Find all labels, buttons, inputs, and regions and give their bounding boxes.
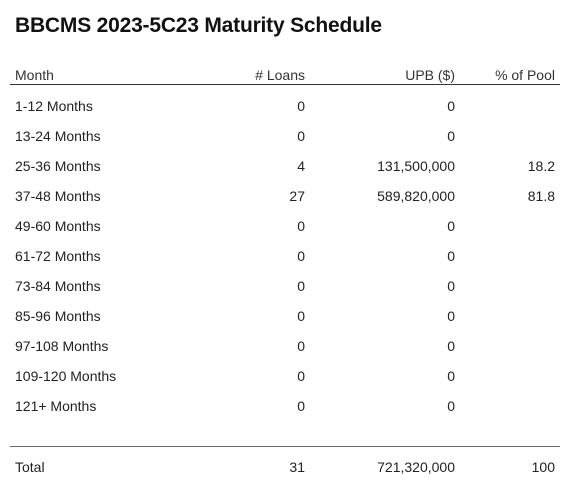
table-row: 85-96 Months 0 0 — [0, 306, 570, 326]
row-pct: 81.8 — [527, 188, 555, 204]
row-month: 97-108 Months — [15, 338, 109, 354]
page-title: BBCMS 2023-5C23 Maturity Schedule — [15, 14, 382, 37]
row-loans: 4 — [297, 158, 305, 174]
table-row: 97-108 Months 0 0 — [0, 336, 570, 356]
row-upb: 0 — [447, 218, 455, 234]
table-row: 109-120 Months 0 0 — [0, 366, 570, 386]
column-header-pct: % of Pool — [495, 67, 555, 83]
row-loans: 0 — [297, 308, 305, 324]
row-month: 49-60 Months — [15, 218, 101, 234]
row-upb: 0 — [447, 308, 455, 324]
table-row: 121+ Months 0 0 — [0, 396, 570, 416]
total-loans: 31 — [289, 459, 305, 475]
row-upb: 589,820,000 — [377, 188, 455, 204]
total-label: Total — [15, 459, 45, 475]
row-pct: 18.2 — [527, 158, 555, 174]
total-row: Total 31 721,320,000 100 — [0, 457, 570, 477]
column-header-loans: # Loans — [255, 67, 305, 83]
column-header-upb: UPB ($) — [405, 67, 455, 83]
table-row: 1-12 Months 0 0 — [0, 96, 570, 116]
row-loans: 0 — [297, 398, 305, 414]
column-header-month: Month — [15, 67, 54, 83]
table-row: 13-24 Months 0 0 — [0, 126, 570, 146]
row-month: 73-84 Months — [15, 278, 101, 294]
row-loans: 0 — [297, 278, 305, 294]
table-row: 37-48 Months 27 589,820,000 81.8 — [0, 186, 570, 206]
row-upb: 0 — [447, 338, 455, 354]
row-loans: 0 — [297, 338, 305, 354]
row-month: 61-72 Months — [15, 248, 101, 264]
row-month: 85-96 Months — [15, 308, 101, 324]
row-upb: 0 — [447, 398, 455, 414]
table-row: 49-60 Months 0 0 — [0, 216, 570, 236]
header-divider — [10, 84, 560, 85]
total-pct: 100 — [531, 459, 555, 475]
table-row: 25-36 Months 4 131,500,000 18.2 — [0, 156, 570, 176]
row-month: 25-36 Months — [15, 158, 101, 174]
row-upb: 0 — [447, 368, 455, 384]
row-upb: 131,500,000 — [377, 158, 455, 174]
row-loans: 0 — [297, 368, 305, 384]
row-upb: 0 — [447, 98, 455, 114]
row-upb: 0 — [447, 278, 455, 294]
row-loans: 0 — [297, 98, 305, 114]
row-upb: 0 — [447, 128, 455, 144]
row-loans: 0 — [297, 128, 305, 144]
total-upb: 721,320,000 — [377, 459, 455, 475]
row-month: 13-24 Months — [15, 128, 101, 144]
row-upb: 0 — [447, 248, 455, 264]
row-loans: 0 — [297, 218, 305, 234]
row-month: 109-120 Months — [15, 368, 117, 384]
table-header: Month # Loans UPB ($) % of Pool — [0, 65, 570, 85]
table-row: 61-72 Months 0 0 — [0, 246, 570, 266]
row-month: 121+ Months — [15, 398, 97, 414]
row-month: 1-12 Months — [15, 98, 93, 114]
total-divider — [10, 446, 560, 447]
row-loans: 0 — [297, 248, 305, 264]
row-loans: 27 — [289, 188, 305, 204]
row-month: 37-48 Months — [15, 188, 101, 204]
table-row: 73-84 Months 0 0 — [0, 276, 570, 296]
